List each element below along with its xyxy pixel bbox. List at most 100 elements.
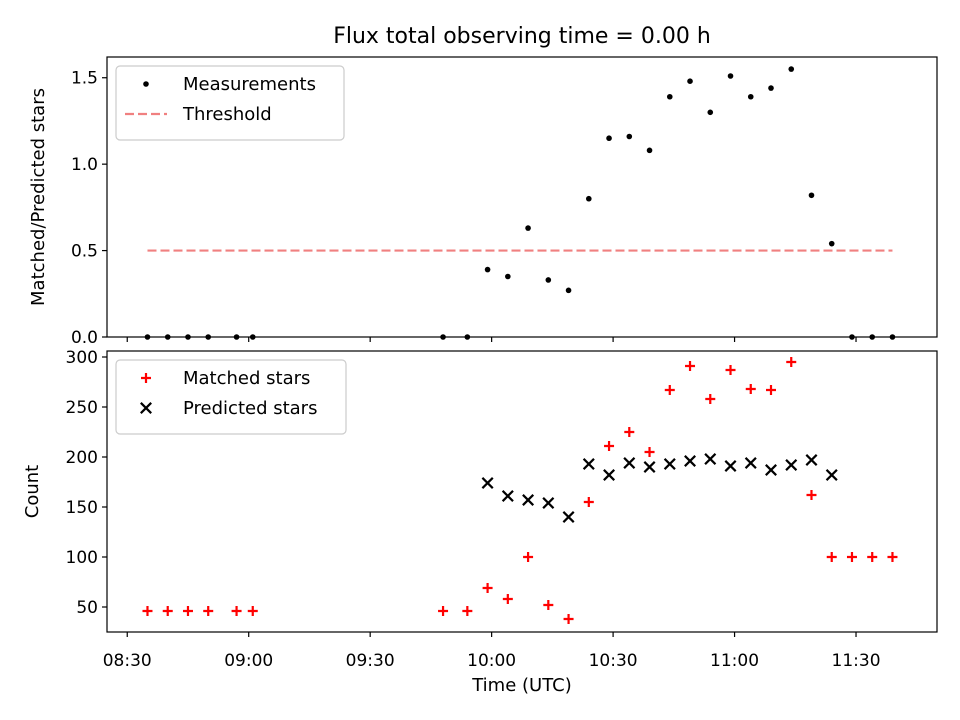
data-point xyxy=(826,552,837,562)
y-axis-label: Count xyxy=(22,465,43,518)
data-point xyxy=(785,459,798,471)
legend-label: Predicted stars xyxy=(183,398,317,419)
data-point xyxy=(664,385,675,395)
data-point xyxy=(545,277,552,283)
data-point xyxy=(502,594,513,604)
data-point xyxy=(745,384,756,394)
legend-marker xyxy=(141,373,151,383)
data-point xyxy=(644,447,655,457)
data-point xyxy=(505,273,511,280)
data-point xyxy=(586,195,592,202)
axes-frame xyxy=(106,350,938,633)
y-tick-label: 100 xyxy=(66,548,98,568)
data-point xyxy=(846,552,857,562)
y-tick-label: 250 xyxy=(66,398,98,418)
data-point xyxy=(765,464,777,476)
x-tick-label: 10:00 xyxy=(467,651,516,671)
data-point xyxy=(543,600,554,610)
legend-label: Threshold xyxy=(182,104,272,125)
x-axis-tick-labels: 08:30 09:00 09:30 10:00 10:30 11:00 11:30 xyxy=(103,651,881,671)
data-point xyxy=(828,240,835,247)
data-point xyxy=(481,477,494,489)
x-tick-label: 10:30 xyxy=(589,651,638,671)
data-point xyxy=(643,461,656,473)
data-point xyxy=(162,606,173,616)
y-tick-label: 300 xyxy=(66,348,98,368)
series-predicted-stars xyxy=(481,453,838,523)
data-point xyxy=(725,365,736,375)
data-point xyxy=(582,458,595,470)
data-point xyxy=(663,458,676,470)
data-point xyxy=(603,469,616,481)
data-point xyxy=(562,511,575,523)
data-point xyxy=(724,460,737,472)
data-point xyxy=(203,606,214,616)
data-point xyxy=(583,497,594,507)
data-point xyxy=(666,93,673,100)
data-point xyxy=(646,147,653,154)
data-point xyxy=(744,457,757,469)
data-point xyxy=(707,109,714,116)
y-tick-label: 1.0 xyxy=(71,155,98,175)
series-matched-stars xyxy=(142,357,898,624)
y-tick-label: 150 xyxy=(66,498,98,518)
data-point xyxy=(806,490,817,500)
data-point xyxy=(786,357,797,367)
legend-box xyxy=(115,65,345,141)
legend-label: Matched stars xyxy=(183,368,310,389)
data-point xyxy=(825,469,838,481)
y-tick-label: 50 xyxy=(76,598,98,618)
data-point xyxy=(182,606,193,616)
y-tick-label: 200 xyxy=(66,448,98,468)
data-point xyxy=(805,454,818,466)
data-point xyxy=(887,552,898,562)
data-point xyxy=(142,606,153,616)
data-point xyxy=(438,606,449,616)
data-point xyxy=(522,494,535,506)
data-point xyxy=(685,361,696,371)
x-tick-label: 09:30 xyxy=(346,651,395,671)
data-point xyxy=(727,73,734,79)
data-point xyxy=(788,66,795,72)
y-tick-label: 0.5 xyxy=(71,242,98,262)
data-point xyxy=(766,385,776,395)
data-point xyxy=(768,85,774,91)
x-axis-label: Time (UTC) xyxy=(471,675,572,696)
legend-label: Measurements xyxy=(183,74,316,95)
data-point xyxy=(626,133,633,140)
data-point xyxy=(525,225,531,231)
legend-marker xyxy=(140,402,152,414)
x-tick-label: 11:00 xyxy=(710,651,759,671)
y-tick-label: 0.0 xyxy=(71,328,98,348)
figure-title: Flux total observing time = 0.00 h xyxy=(333,24,711,49)
data-point xyxy=(747,93,754,100)
data-point xyxy=(704,453,717,465)
data-point xyxy=(623,457,636,469)
data-point xyxy=(462,606,473,616)
data-point xyxy=(606,135,612,142)
data-point xyxy=(501,490,514,502)
data-point xyxy=(563,614,574,624)
data-point xyxy=(231,606,242,616)
legend-box xyxy=(115,359,347,435)
data-point xyxy=(523,552,534,562)
data-point xyxy=(542,497,555,509)
y-axis-label: Matched/Predicted stars xyxy=(28,88,49,306)
legend-marker xyxy=(143,81,149,87)
data-point xyxy=(565,287,572,294)
data-point xyxy=(687,78,693,84)
data-point xyxy=(684,455,697,467)
data-point xyxy=(484,266,491,273)
data-point xyxy=(867,552,878,562)
x-tick-label: 09:00 xyxy=(224,651,273,671)
data-point xyxy=(808,192,815,199)
axes-frame xyxy=(106,56,938,338)
x-tick-label: 11:30 xyxy=(832,651,881,671)
flux-ratio-panel: 0.0 0.5 1.0 1.5 Matched/Predicted stars Measu… xyxy=(28,56,938,348)
data-point xyxy=(624,427,635,437)
data-point xyxy=(247,606,258,616)
x-tick-label: 08:30 xyxy=(103,651,152,671)
data-point xyxy=(705,394,716,404)
y-tick-label: 1.5 xyxy=(71,69,98,89)
